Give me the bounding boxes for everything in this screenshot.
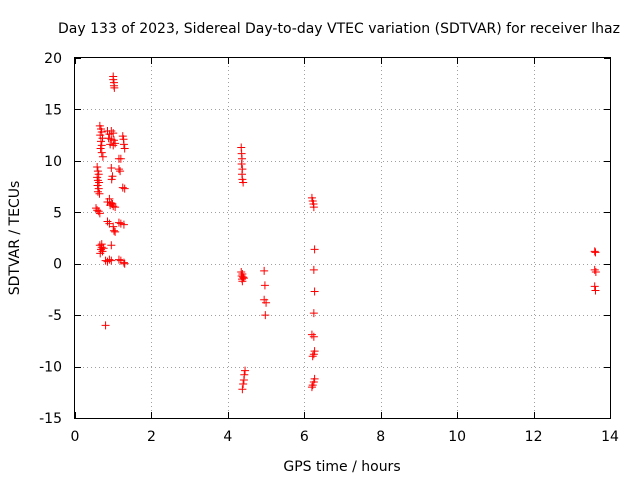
data-point <box>238 277 247 286</box>
data-point <box>119 258 128 267</box>
data-point <box>309 309 318 318</box>
data-point <box>590 282 599 291</box>
x-axis-label: GPS time / hours <box>283 459 400 475</box>
x-tick-label: 8 <box>376 429 385 445</box>
data-point <box>307 383 316 392</box>
data-point <box>109 129 118 138</box>
data-point <box>109 202 118 211</box>
data-point <box>96 249 105 258</box>
data-point <box>309 350 318 359</box>
data-point <box>237 159 246 168</box>
data-point <box>114 218 123 227</box>
data-point <box>114 255 123 264</box>
data-point <box>262 298 271 307</box>
axis-ticks <box>75 58 611 419</box>
data-point <box>307 330 316 339</box>
data-point <box>308 381 317 390</box>
x-tick-labels: 0 2 4 6 8 10 12 14 <box>71 429 619 445</box>
data-point <box>95 189 104 198</box>
data-point <box>111 139 120 148</box>
data-point <box>94 207 103 216</box>
data-point <box>111 227 120 236</box>
data-point <box>590 247 599 256</box>
data-point <box>96 137 105 146</box>
data-point <box>591 248 600 257</box>
data-point <box>591 286 600 295</box>
y-tick-labels: -15 -10 -5 0 5 10 15 20 <box>39 51 62 427</box>
data-point <box>114 165 123 174</box>
data-point <box>107 164 116 173</box>
data-point <box>105 255 114 264</box>
data-point <box>116 167 125 176</box>
x-tick-label: 2 <box>147 429 156 445</box>
data-point <box>107 175 116 184</box>
data-point <box>239 273 248 282</box>
data-point <box>260 266 269 275</box>
data-point <box>120 259 129 268</box>
data-point <box>108 200 117 209</box>
data-point <box>309 332 318 341</box>
data-point <box>120 144 129 153</box>
x-tick-label: 12 <box>525 429 543 445</box>
data-point <box>93 187 102 196</box>
y-tick-label: 5 <box>53 205 62 221</box>
y-axis-label: SDTVAR / TECUs <box>7 181 23 296</box>
data-point <box>109 222 118 231</box>
y-tick-label: 20 <box>44 51 62 67</box>
data-point <box>107 256 116 265</box>
data-point <box>110 83 119 92</box>
data-point <box>119 140 128 149</box>
data-point <box>98 152 107 161</box>
data-point <box>97 240 106 249</box>
data-point <box>93 163 102 172</box>
data-point <box>109 226 118 235</box>
data-point <box>241 366 250 375</box>
data-point <box>109 141 118 150</box>
data-point <box>107 127 116 136</box>
data-point <box>310 287 319 296</box>
data-point <box>310 245 319 254</box>
data-point <box>238 385 247 394</box>
data-point <box>116 154 125 163</box>
x-tick-label: 0 <box>71 429 80 445</box>
y-tick-label: -15 <box>39 411 62 427</box>
y-tick-label: -5 <box>48 308 62 324</box>
y-tick-label: 15 <box>44 102 62 118</box>
data-point <box>107 241 116 250</box>
data-point <box>591 267 600 276</box>
x-tick-label: 4 <box>223 429 232 445</box>
grid-lines <box>75 58 610 418</box>
data-point <box>99 244 108 253</box>
data-point <box>120 184 129 193</box>
data-point <box>119 220 128 229</box>
y-tick-label: 0 <box>53 257 62 273</box>
data-point <box>239 380 248 389</box>
data-point <box>101 321 110 330</box>
data-point <box>308 352 317 361</box>
data-point <box>309 203 318 212</box>
data-point <box>260 281 269 290</box>
x-tick-label: 6 <box>300 429 309 445</box>
data-point <box>239 375 248 384</box>
x-tick-label: 14 <box>601 429 619 445</box>
plot-frame <box>74 57 611 419</box>
data-point <box>261 311 270 320</box>
data-point <box>96 144 105 153</box>
data-point <box>103 217 112 226</box>
y-tick-label: 10 <box>44 154 62 170</box>
y-tick-label: -10 <box>39 360 62 376</box>
x-tick-label: 10 <box>448 429 466 445</box>
data-point <box>239 178 248 187</box>
chart-title: Day 133 of 2023, Sidereal Day-to-day VTE… <box>58 21 620 37</box>
data-point <box>118 183 127 192</box>
data-point <box>103 257 112 266</box>
data-point <box>309 265 318 274</box>
data-point <box>95 209 104 218</box>
data-point <box>590 265 599 274</box>
data-point <box>97 148 106 157</box>
data-points <box>92 72 600 394</box>
